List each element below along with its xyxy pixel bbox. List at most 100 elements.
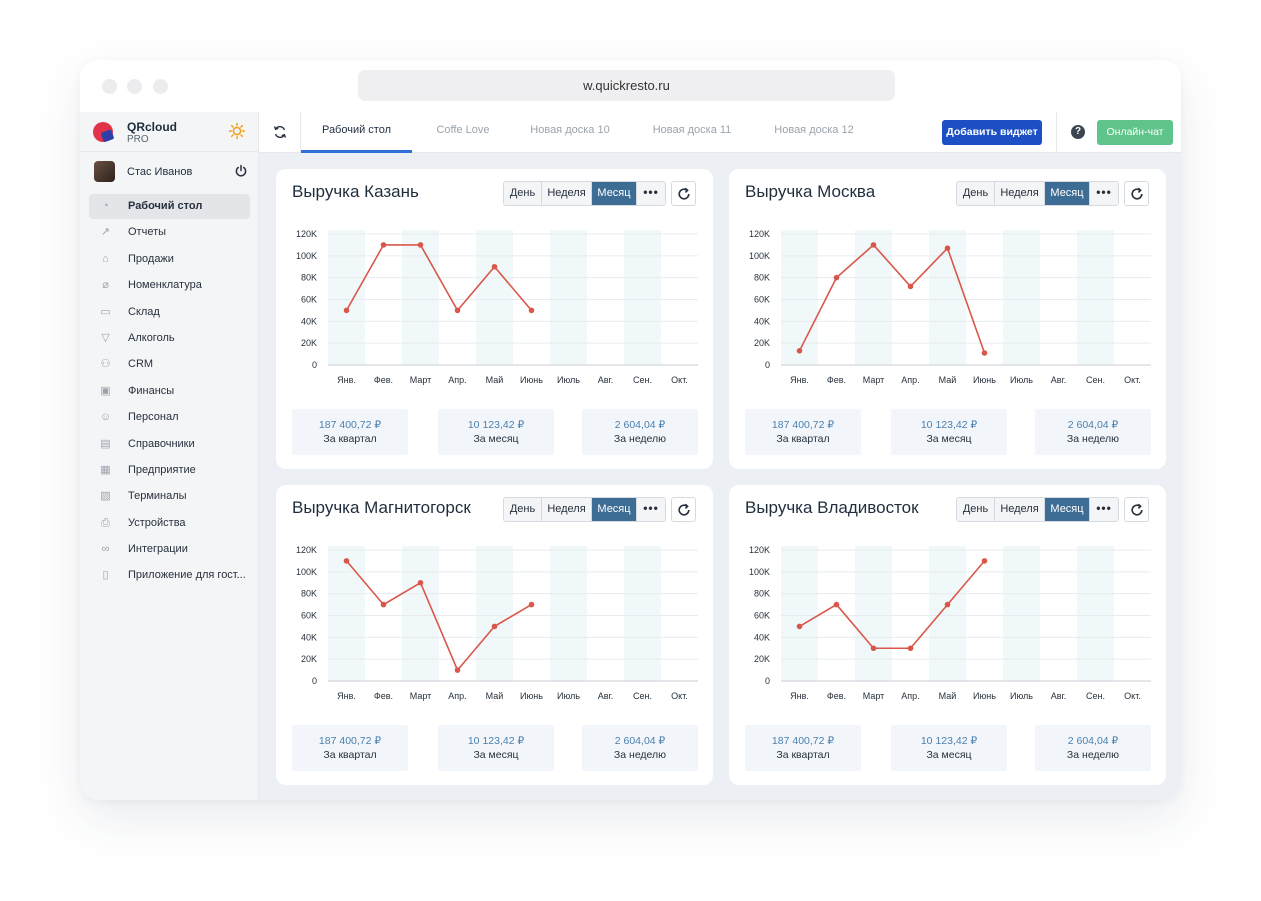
stat-label: За месяц <box>473 433 519 445</box>
tab-1[interactable]: Рабочий стол <box>301 112 412 153</box>
help-icon[interactable]: ? <box>1071 125 1085 139</box>
stat-box: 10 123,42 ₽ За месяц <box>891 725 1007 771</box>
widget-refresh-button[interactable] <box>1124 497 1149 522</box>
sidebar-item-label: Алкоголь <box>128 331 175 344</box>
sidebar-item-dashboard[interactable]: ◔ Рабочий стол <box>89 194 250 219</box>
period-month-button[interactable]: Месяц <box>592 182 637 205</box>
sidebar-item-staff[interactable]: ☺ Персонал <box>89 405 250 430</box>
widget-refresh-button[interactable] <box>671 497 696 522</box>
data-point <box>981 350 988 356</box>
widget-title: Выручка Владивосток <box>745 498 919 517</box>
tab-3[interactable]: Новая доска 10 <box>530 124 610 136</box>
people-icon: ⚇ <box>100 358 111 371</box>
stat-label: За месяц <box>473 749 519 761</box>
sync-button[interactable] <box>259 112 301 152</box>
data-point <box>907 645 914 652</box>
browser-window: w.quickresto.ru QRcloud PRO Стас Ива <box>80 60 1181 800</box>
sidebar: QRcloud PRO Стас Иванов ◔ Рабочий стол ↗ От… <box>80 112 259 800</box>
sidebar-item-infinity[interactable]: ∞ Интеграции <box>89 537 250 562</box>
series-line <box>799 560 986 650</box>
data-point <box>417 579 424 586</box>
widget-refresh-button[interactable] <box>1124 181 1149 206</box>
stat-label: За квартал <box>323 433 377 445</box>
window-minimize-dot[interactable] <box>127 79 142 94</box>
x-tick-label: Фев. <box>827 375 846 385</box>
stat-value: 2 604,04 ₽ <box>1067 735 1119 747</box>
stat-label: За месяц <box>926 433 972 445</box>
period-week-button[interactable]: Неделя <box>542 498 592 521</box>
period-day-button[interactable]: День <box>504 498 542 521</box>
online-chat-button[interactable]: Онлайн-чат <box>1097 120 1173 145</box>
stat-box: 187 400,72 ₽ За квартал <box>292 725 408 771</box>
stat-value: 2 604,04 ₽ <box>614 735 666 747</box>
tab-2[interactable]: Coffe Love <box>436 124 490 136</box>
sidebar-item-glass[interactable]: ▽ Алкоголь <box>89 326 250 351</box>
period-day-button[interactable]: День <box>957 182 995 205</box>
x-tick-label: Июль <box>1010 691 1033 701</box>
x-tick-label: Март <box>410 375 432 385</box>
x-tick-label: Апр. <box>448 375 466 385</box>
column-stripe <box>1003 546 1040 681</box>
sidebar-item-box[interactable]: ▭ Склад <box>89 300 250 325</box>
infinity-icon: ∞ <box>101 543 110 556</box>
sidebar-item-phone[interactable]: ▯ Приложение для гост... <box>89 563 250 588</box>
sidebar-item-label: Терминалы <box>128 490 187 503</box>
y-tick-label: 80K <box>301 273 317 283</box>
stat-value: 10 123,42 ₽ <box>920 735 978 747</box>
sidebar-item-basket[interactable]: ⌂ Продажи <box>89 247 250 272</box>
window-maximize-dot[interactable] <box>153 79 168 94</box>
tab-5[interactable]: Новая доска 12 <box>774 124 854 136</box>
brand-header: QRcloud PRO <box>80 112 258 152</box>
sidebar-item-terminal[interactable]: ▧ Терминалы <box>89 484 250 509</box>
y-tick-label: 0 <box>765 676 770 686</box>
stat-value: 2 604,04 ₽ <box>1067 419 1119 431</box>
stat-value: 187 400,72 ₽ <box>318 735 382 747</box>
period-day-button[interactable]: День <box>957 498 995 521</box>
sidebar-item-people[interactable]: ⚇ CRM <box>89 352 250 377</box>
sidebar-item-label: CRM <box>128 358 154 371</box>
period-month-button[interactable]: Месяц <box>1045 498 1090 521</box>
sidebar-item-building[interactable]: ▦ Предприятие <box>89 458 250 483</box>
tab-4[interactable]: Новая доска 11 <box>652 124 732 136</box>
avatar[interactable] <box>94 161 115 182</box>
address-bar[interactable]: w.quickresto.ru <box>358 70 895 101</box>
stat-box: 187 400,72 ₽ За квартал <box>745 409 861 455</box>
x-tick-label: Апр. <box>901 691 919 701</box>
widget-refresh-button[interactable] <box>671 181 696 206</box>
x-tick-label: Июль <box>1010 375 1033 385</box>
window-close-dot[interactable] <box>102 79 117 94</box>
brand-plan: PRO <box>127 134 149 145</box>
terminal-icon: ▧ <box>100 490 111 503</box>
dashboard-icon: ◔ <box>102 200 109 212</box>
refresh-icon <box>1131 503 1143 516</box>
sidebar-item-chart[interactable]: ↗ Отчеты <box>89 220 250 245</box>
period-week-button[interactable]: Неделя <box>995 182 1045 205</box>
more-options-button[interactable]: ••• <box>1090 498 1118 521</box>
sidebar-item-wallet[interactable]: ▣ Финансы <box>89 379 250 404</box>
period-day-button[interactable]: День <box>504 182 542 205</box>
column-stripe <box>550 230 587 365</box>
sidebar-item-book[interactable]: ▤ Справочники <box>89 432 250 457</box>
more-options-button[interactable]: ••• <box>637 498 665 521</box>
staff-icon: ☺ <box>99 411 112 424</box>
column-stripe <box>476 546 513 681</box>
sidebar-item-tag[interactable]: ⌀ Номенклатура <box>89 273 250 298</box>
x-tick-label: Окт. <box>1124 691 1141 701</box>
period-month-button[interactable]: Месяц <box>592 498 637 521</box>
sidebar-item-printer[interactable]: ⎙ Устройства <box>89 511 250 536</box>
y-tick-label: 20K <box>301 338 317 348</box>
y-tick-label: 120K <box>749 229 770 239</box>
period-week-button[interactable]: Неделя <box>542 182 592 205</box>
data-point <box>454 307 461 314</box>
y-tick-label: 120K <box>296 229 317 239</box>
sidebar-item-label: Рабочий стол <box>128 200 203 212</box>
more-options-button[interactable]: ••• <box>637 182 665 205</box>
user-row[interactable]: Стас Иванов <box>94 161 254 183</box>
period-week-button[interactable]: Неделя <box>995 498 1045 521</box>
period-month-button[interactable]: Месяц <box>1045 182 1090 205</box>
column-stripe <box>624 230 661 365</box>
sun-icon[interactable] <box>228 122 246 140</box>
power-icon[interactable] <box>234 164 248 178</box>
add-widget-button[interactable]: Добавить виджет <box>942 120 1042 145</box>
more-options-button[interactable]: ••• <box>1090 182 1118 205</box>
